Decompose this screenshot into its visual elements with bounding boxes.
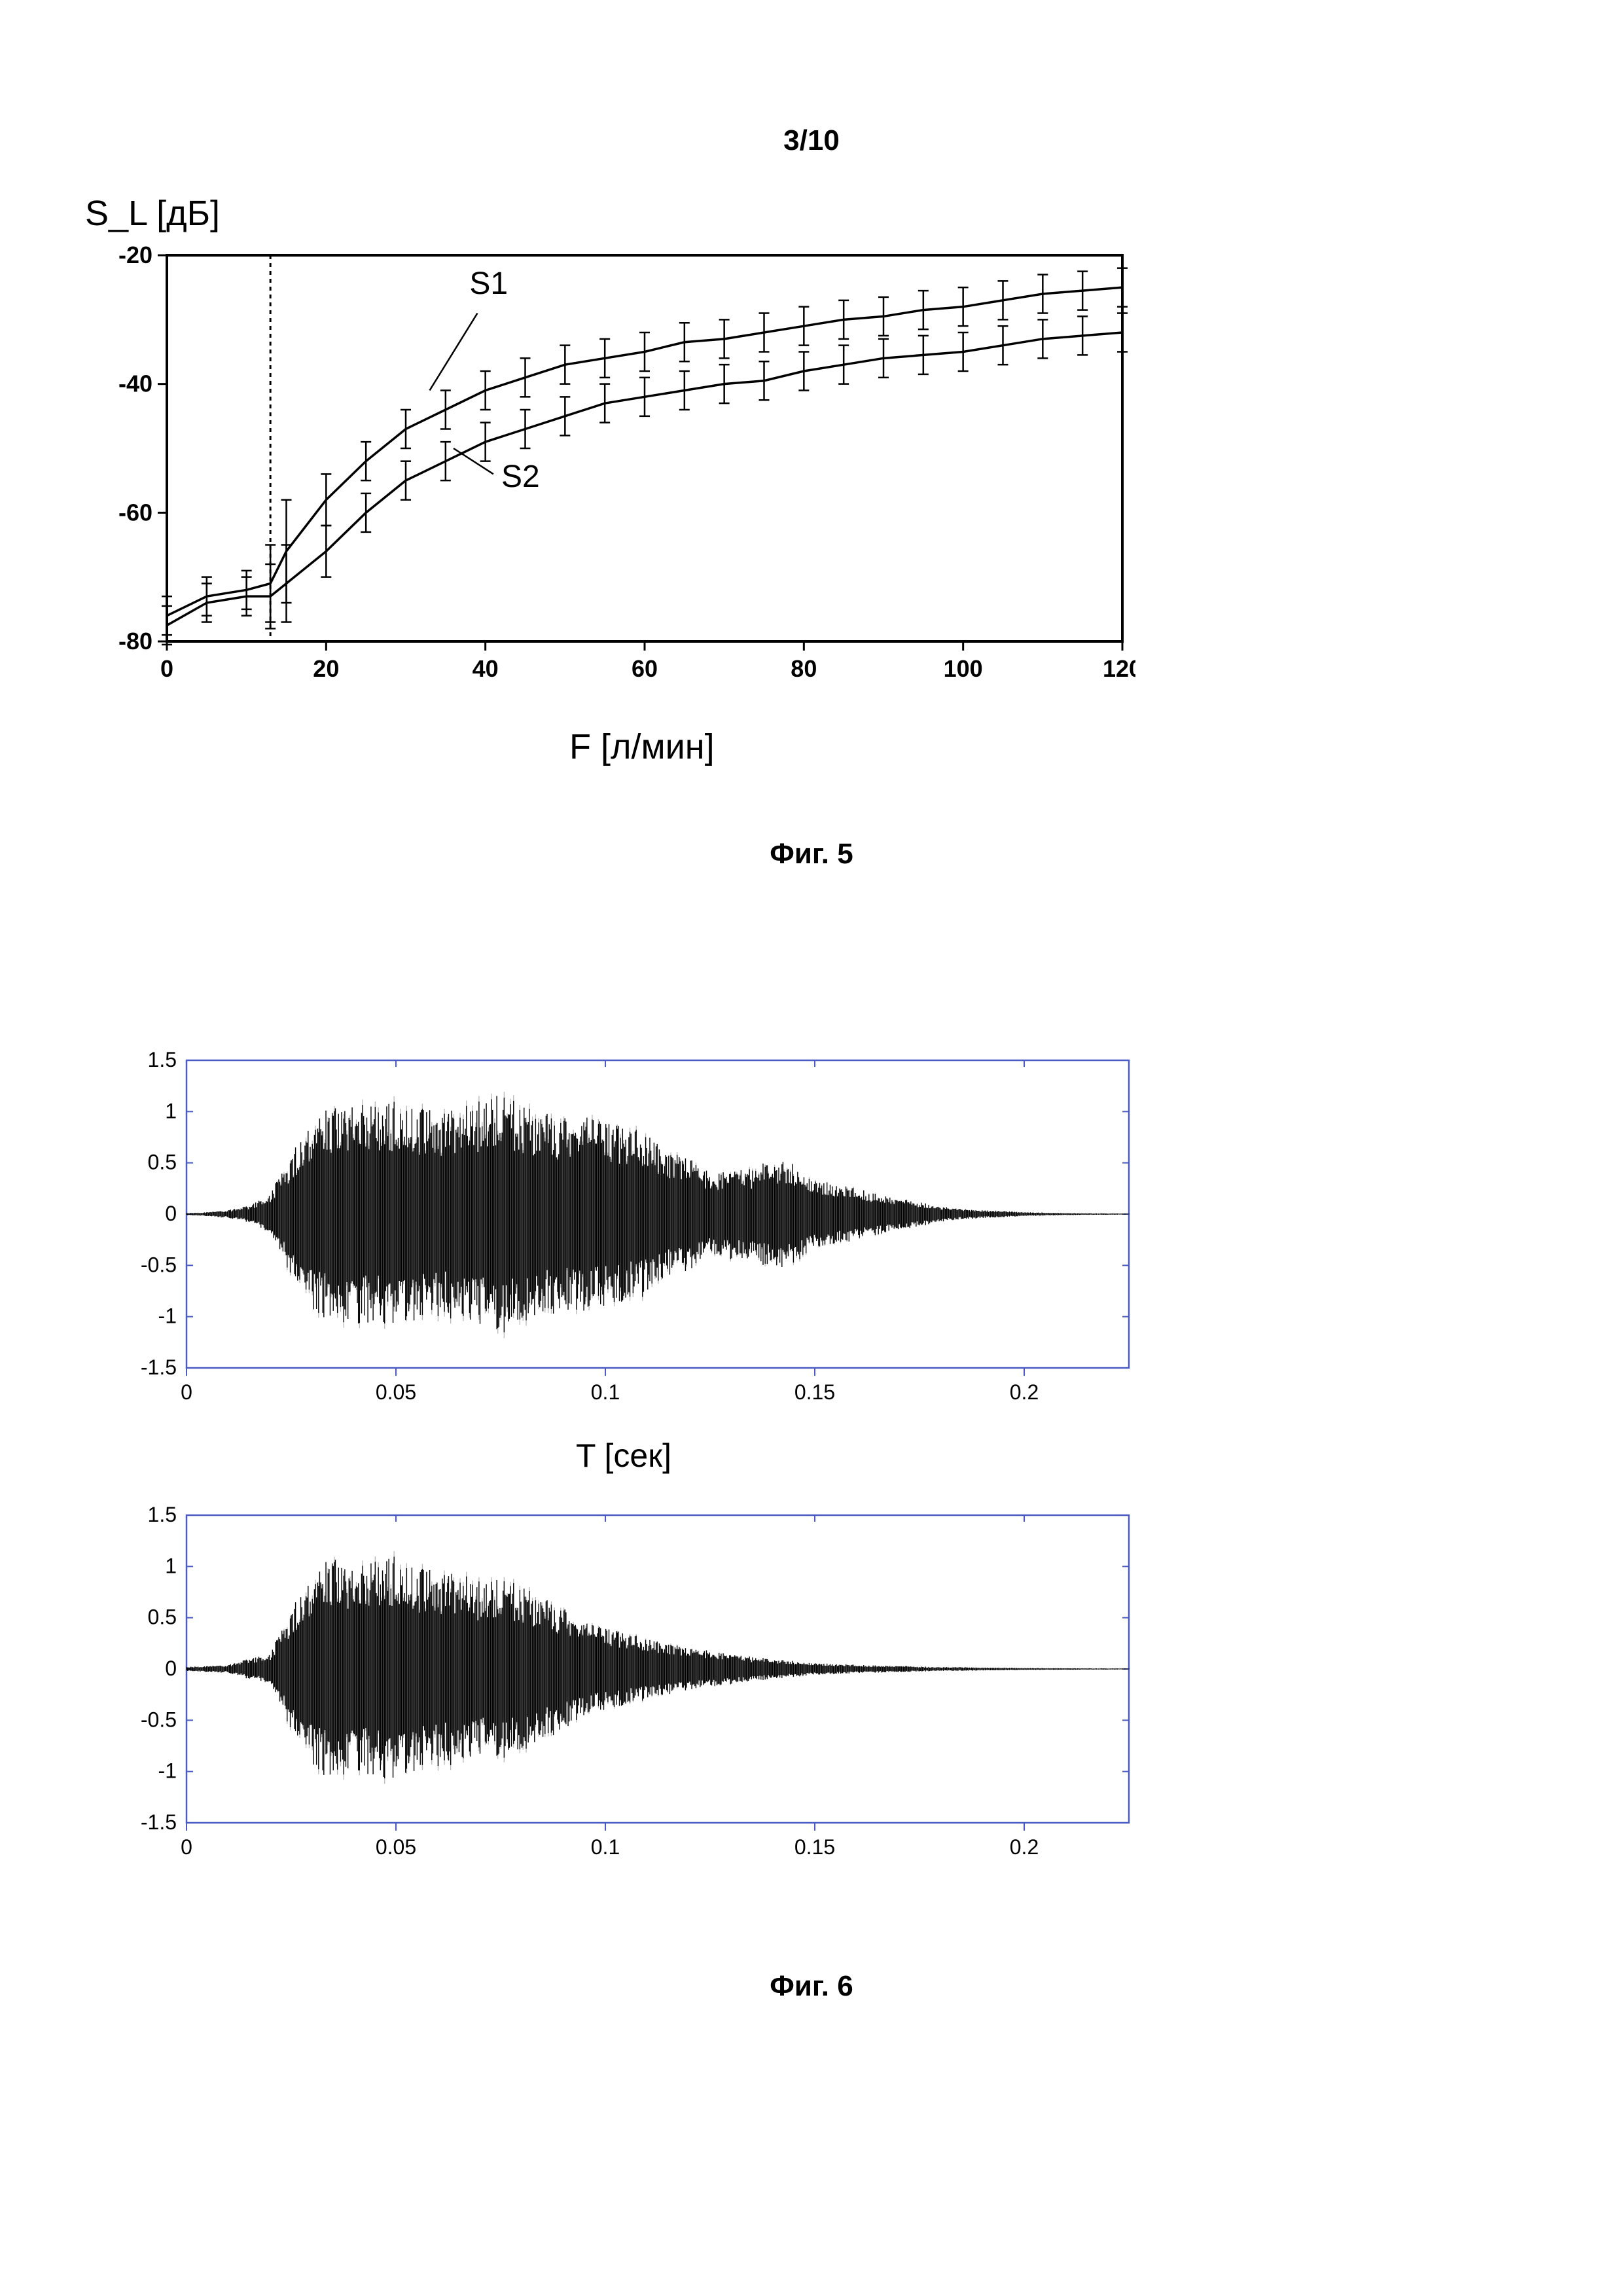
svg-text:0.05: 0.05 [376,1380,416,1404]
svg-text:0.5: 0.5 [148,1605,177,1629]
page-number: 3/10 [0,124,1623,157]
svg-text:S2: S2 [501,459,540,494]
fig5-xlabel: F [л/мин] [569,726,715,767]
fig5-ylabel: S_L [дБ] [85,193,220,234]
svg-text:20: 20 [313,655,339,682]
svg-text:1: 1 [165,1554,177,1577]
svg-text:0.2: 0.2 [1010,1835,1039,1859]
svg-text:-1: -1 [158,1759,177,1783]
fig5-chart: 0 20 40 60 80 100 120 -80 -60 -40 -20 S1 S2 [108,242,1135,694]
svg-text:0.15: 0.15 [794,1380,835,1404]
svg-text:-1.5: -1.5 [141,1810,177,1834]
fig6-xlabel: T [сек] [576,1437,671,1475]
fig6-panel-top: 0 0.05 0.1 0.15 0.2 -1.5 -1 -0.5 0 0.5 1 1.5 [124,1047,1139,1414]
svg-text:-1.5: -1.5 [141,1355,177,1379]
svg-text:120: 120 [1103,655,1135,682]
svg-text:1.5: 1.5 [148,1503,177,1526]
svg-text:0: 0 [181,1835,192,1859]
svg-text:-1: -1 [158,1304,177,1328]
fig6-panel-bottom: 0 0.05 0.1 0.15 0.2 -1.5 -1 -0.5 0 0.5 1 1.5 [124,1502,1139,1869]
svg-text:0.5: 0.5 [148,1151,177,1174]
svg-text:1.5: 1.5 [148,1048,177,1071]
svg-text:0: 0 [165,1202,177,1225]
svg-text:0.15: 0.15 [794,1835,835,1859]
svg-text:1: 1 [165,1099,177,1122]
svg-text:0: 0 [165,1657,177,1680]
svg-text:60: 60 [632,655,658,682]
svg-text:-0.5: -0.5 [141,1253,177,1276]
fig5-caption: Фиг. 5 [0,838,1623,870]
svg-text:0.1: 0.1 [591,1380,620,1404]
svg-text:0.1: 0.1 [591,1835,620,1859]
svg-text:40: 40 [473,655,499,682]
svg-text:-80: -80 [118,628,152,655]
svg-text:0.05: 0.05 [376,1835,416,1859]
svg-text:-20: -20 [118,242,152,268]
svg-text:0: 0 [181,1380,192,1404]
svg-text:-40: -40 [118,370,152,397]
svg-text:S1: S1 [469,266,508,301]
svg-text:-0.5: -0.5 [141,1708,177,1731]
svg-text:0: 0 [160,655,173,682]
svg-text:0.2: 0.2 [1010,1380,1039,1404]
fig6-caption: Фиг. 6 [0,1970,1623,2003]
svg-text:80: 80 [791,655,817,682]
svg-text:100: 100 [944,655,983,682]
svg-text:-60: -60 [118,499,152,526]
